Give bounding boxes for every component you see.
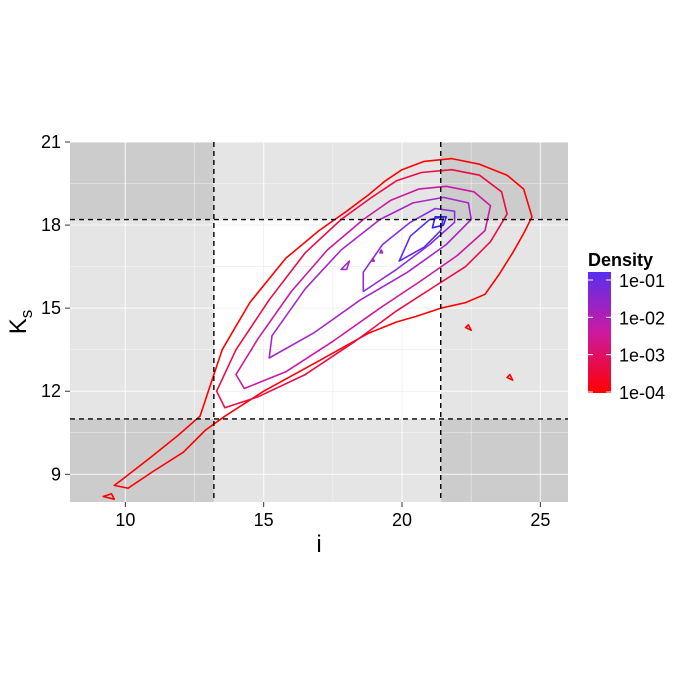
contour-0-3 [464,324,472,332]
shaded-regions [70,142,568,502]
svg-text:Ks: Ks [5,310,36,335]
contour-0-1 [102,492,116,500]
region-light-3 [440,219,568,419]
x-tick-label-0: 10 [115,510,135,530]
region-light-0 [213,142,441,220]
y-tick-label-4: 21 [41,132,61,152]
y-axis-title-subscript: s [17,310,36,319]
y-tick-label-2: 15 [41,298,61,318]
legend-label-2: 1e-03 [619,346,665,366]
contour-0-0 [113,157,533,489]
contour-7-2 [370,257,376,262]
legend: Density 1e-01 1e-02 1e-03 1e-04 [588,250,665,403]
region-dark-2 [70,418,214,502]
region-light-2 [70,219,214,419]
contour-7-0 [340,260,351,271]
x-tick-label-3: 25 [530,510,550,530]
contour-7-1 [379,249,384,254]
legend-colorbar [588,272,611,393]
y-axis-title: Ks [5,310,36,335]
legend-label-1: 1e-02 [619,308,665,328]
x-tick-label-1: 15 [254,510,274,530]
density-contours [102,157,533,500]
legend-label-0: 1e-01 [619,271,665,291]
y-tick-label-3: 18 [41,215,61,235]
x-axis-title: i [316,531,321,558]
reference-lines [70,142,568,502]
x-tick-label-2: 20 [392,510,412,530]
y-tick-label-1: 12 [41,381,61,401]
contour-1-0 [215,168,508,409]
y-tick-label-0: 9 [51,464,61,484]
contour-6-0 [431,216,448,229]
contour-3-0 [268,196,472,359]
region-dark-3 [440,418,568,502]
region-light-1 [213,418,441,502]
y-axis-title-main: K [5,318,32,334]
legend-title: Density [588,250,653,270]
axes: 10 15 20 25 9 12 15 18 21 [41,132,550,530]
legend-label-3: 1e-04 [619,383,665,403]
region-dark-0 [70,142,214,220]
contour-0-2 [506,373,514,381]
contour-2-0 [235,185,492,390]
region-dark-1 [440,142,568,220]
